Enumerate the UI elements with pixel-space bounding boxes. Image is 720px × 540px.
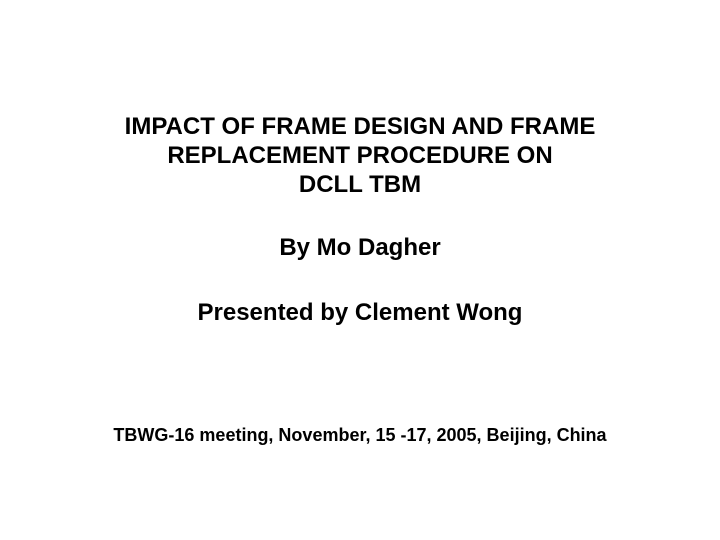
presenter-line: Presented by Clement Wong — [0, 299, 720, 327]
title-line-1: IMPACT OF FRAME DESIGN AND FRAME — [125, 113, 596, 140]
slide-title: IMPACT OF FRAME DESIGN AND FRAME REPLACE… — [78, 113, 642, 199]
author-line: By Mo Dagher — [0, 234, 720, 262]
title-line-2: REPLACEMENT PROCEDURE ON — [167, 142, 552, 169]
title-line-3: DCLL TBM — [299, 171, 421, 198]
slide: IMPACT OF FRAME DESIGN AND FRAME REPLACE… — [0, 0, 720, 540]
footer-line: TBWG-16 meeting, November, 15 -17, 2005,… — [0, 425, 720, 446]
